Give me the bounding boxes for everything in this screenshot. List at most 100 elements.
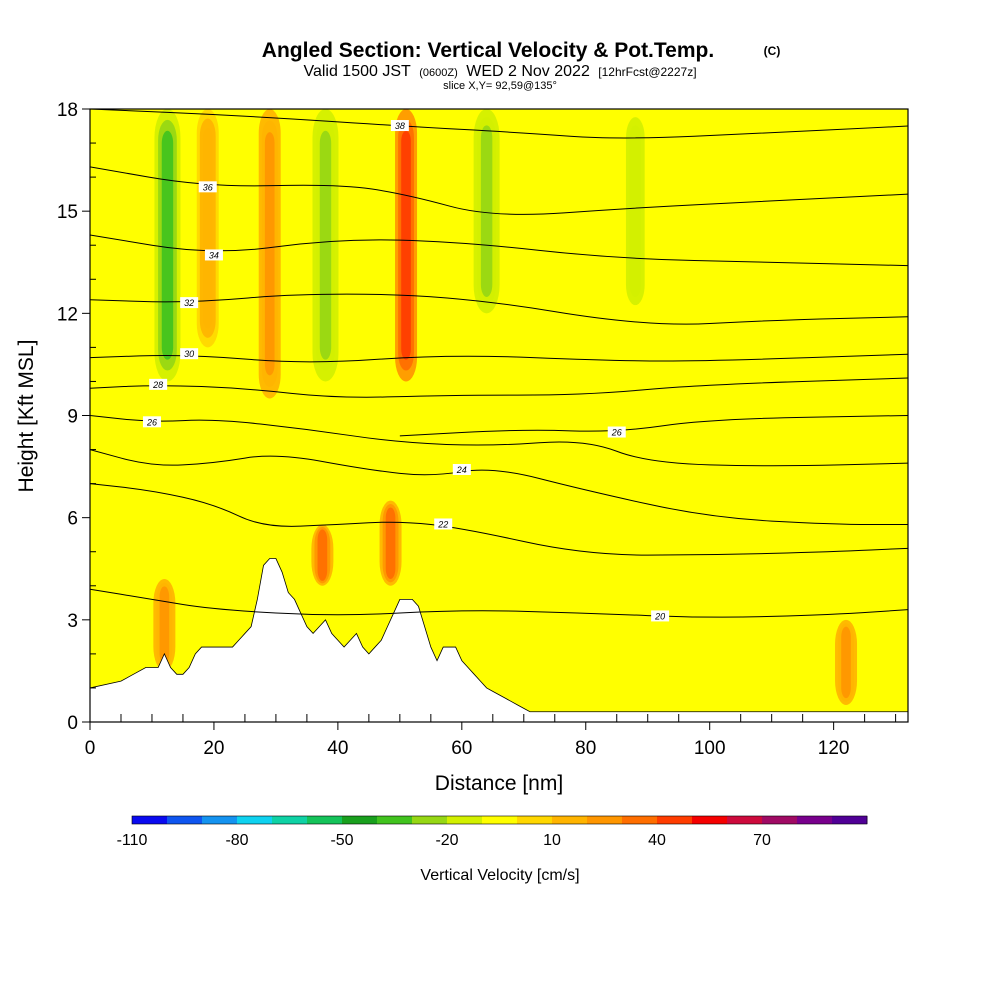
colorbar-swatch [202,816,238,824]
colorbar-tick-label: -110 [117,832,148,849]
colorbar-swatch [377,816,413,824]
velocity-cell [161,130,174,360]
colorbar-swatch [167,816,203,824]
contour-line [90,234,908,267]
colorbar-swatch [482,816,518,824]
y-tick-label: 0 [67,713,78,734]
contour-line [90,109,908,139]
velocity-cell [159,586,170,664]
terrain-mask [90,558,908,722]
contour-label-bg [142,416,161,428]
colorbar-swatch [237,816,273,824]
velocity-cell [841,626,851,699]
contour-label: 36 [203,182,213,192]
contour-line [90,449,908,525]
y-tick-label: 6 [67,509,78,530]
chart-title-tag: (C) [764,44,781,58]
colorbar: -110 -80 -50 -20 10 40 70 [117,815,868,849]
colorbar-swatch [447,816,483,824]
x-tick-label: 100 [694,738,726,759]
colorbar-swatch [307,816,343,824]
velocity-cell [264,132,275,376]
y-axis-label: Height [Kft MSL] [15,340,38,493]
contour-line [90,483,908,556]
colorbar-swatch [727,816,763,824]
colorbar-swatch [692,816,728,824]
colorbar-swatch [342,816,378,824]
y-tick-label: 15 [57,202,78,223]
colorbar-tick-label: -50 [330,832,353,849]
contour-label-bg [204,249,223,261]
colorbar-tick-label: 40 [648,832,666,849]
x-tick-label: 0 [85,738,96,759]
velocity-cell [319,130,332,360]
contour-label: 26 [611,428,622,438]
chart-subtitle: Valid 1500 JST (0600Z) WED 2 Nov 2022 [1… [303,63,696,80]
colorbar-swatch [657,816,693,824]
contour-label: 28 [152,380,163,390]
valid-time: Valid 1500 JST [303,63,411,80]
x-tick-label: 80 [575,738,596,759]
velocity-cell [480,125,493,297]
contour-line [90,353,908,363]
plot-area: 20 22 24 26 26 28 30 32 34 36 38 [90,109,908,722]
x-tick-label: 20 [203,738,224,759]
contour-label-bg [651,610,670,622]
x-tick-label: 60 [451,738,472,759]
contour-label-bg [390,120,409,132]
y-tick-label: 3 [67,611,78,632]
contour-line [90,415,908,467]
slice-info: slice X,Y= 92,59@135° [443,80,557,92]
contour-label-bg [452,463,471,475]
pot-temp-contours: 20 22 24 26 26 28 30 32 34 36 38 [90,109,908,622]
colorbar-title: Vertical Velocity [cm/s] [420,867,579,884]
colorbar-swatch [622,816,658,824]
colorbar-tick-label: 10 [543,832,561,849]
contour-label-bg [198,181,217,193]
velocity-cell [317,529,328,581]
velocity-cell [202,128,213,329]
x-tick-label: 120 [818,738,850,759]
contour-label: 22 [437,519,448,529]
velocity-cell [629,125,642,297]
contour-label-bg [180,348,199,360]
colorbar-frame [131,815,868,825]
contour-label: 32 [184,298,194,308]
contour-label: 38 [395,121,405,131]
colorbar-tick-label: -20 [435,832,458,849]
colorbar-swatch [797,816,833,824]
velocity-cells [153,109,858,705]
velocity-cell [401,130,411,360]
velocity-cell [385,507,396,579]
colorbar-tick-label: 70 [753,832,771,849]
contour-line [90,588,908,618]
colorbar-swatch [272,816,308,824]
contour-label-bg [149,378,168,390]
colorbar-swatch [132,816,168,824]
colorbar-tick-label: -80 [225,832,248,849]
contour-label-bg [607,426,626,438]
colorbar-swatch [587,816,623,824]
contour-label: 34 [209,250,219,260]
colorbar-swatch [552,816,588,824]
contour-label-bg [434,518,453,530]
x-tick-label: 40 [327,738,348,759]
chart-title: Angled Section: Vertical Velocity & Pot.… [262,39,714,62]
contour-line [399,415,908,437]
y-tick-label: 18 [57,100,78,121]
valid-date: WED 2 Nov 2022 [466,63,590,80]
contour-label: 30 [184,349,194,359]
y-tick-label: 9 [67,407,78,428]
colorbar-swatch [412,816,448,824]
x-axis-label: Distance [nm] [435,772,563,795]
contour-label-bg [180,297,199,309]
contour-label: 20 [654,611,665,621]
contour-label: 24 [456,465,467,475]
y-tick-label: 12 [57,304,78,325]
contour-label: 26 [146,417,157,427]
contour-line [90,166,908,215]
forecast-info: [12hrFcst@2227z] [598,65,696,79]
contour-line [90,293,908,325]
colorbar-swatch [832,816,868,824]
